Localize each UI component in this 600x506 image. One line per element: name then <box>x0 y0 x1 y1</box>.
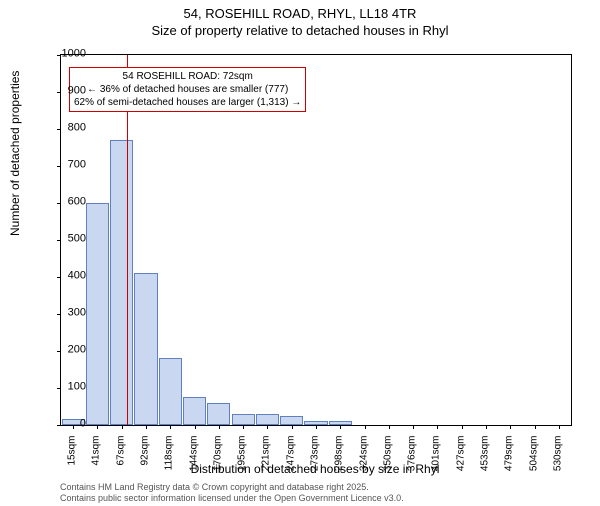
x-tick-mark <box>292 425 293 429</box>
x-tick-mark <box>535 425 536 429</box>
x-tick-label: 118sqm <box>164 436 175 476</box>
annotation-line: ← 36% of detached houses are smaller (77… <box>74 83 301 96</box>
x-tick-label: 144sqm <box>188 436 199 476</box>
x-tick-label: 41sqm <box>91 436 102 476</box>
x-tick-mark <box>510 425 511 429</box>
x-tick-mark <box>170 425 171 429</box>
histogram-bar <box>280 416 303 425</box>
x-tick-mark <box>219 425 220 429</box>
y-tick-label: 800 <box>46 123 86 134</box>
histogram-bar <box>110 140 133 425</box>
x-tick-mark <box>97 425 98 429</box>
y-tick-label: 600 <box>46 197 86 208</box>
y-axis-label: Number of detached properties <box>8 71 22 236</box>
x-tick-label: 298sqm <box>334 436 345 476</box>
chart-plot-area: 54 ROSEHILL ROAD: 72sqm← 36% of detached… <box>60 54 572 426</box>
annotation-line: 62% of semi-detached houses are larger (… <box>74 96 301 109</box>
y-tick-label: 100 <box>46 382 86 393</box>
histogram-bar <box>134 273 157 425</box>
x-tick-label: 221sqm <box>261 436 272 476</box>
footer-line-1: Contains HM Land Registry data © Crown c… <box>60 482 404 493</box>
histogram-bar <box>207 403 230 425</box>
chart-subtitle: Size of property relative to detached ho… <box>0 23 600 38</box>
x-tick-mark <box>462 425 463 429</box>
y-tick-label: 700 <box>46 160 86 171</box>
x-tick-label: 92sqm <box>140 436 151 476</box>
x-tick-mark <box>243 425 244 429</box>
histogram-bar <box>159 358 182 425</box>
x-tick-label: 67sqm <box>115 436 126 476</box>
footer-attribution: Contains HM Land Registry data © Crown c… <box>60 482 404 504</box>
x-tick-mark <box>195 425 196 429</box>
x-tick-mark <box>437 425 438 429</box>
x-tick-mark <box>486 425 487 429</box>
x-tick-label: 504sqm <box>528 436 539 476</box>
y-tick-label: 900 <box>46 86 86 97</box>
x-tick-label: 376sqm <box>407 436 418 476</box>
x-tick-mark <box>316 425 317 429</box>
x-tick-label: 401sqm <box>431 436 442 476</box>
chart-title: 54, ROSEHILL ROAD, RHYL, LL18 4TR <box>0 6 600 21</box>
x-tick-mark <box>267 425 268 429</box>
footer-line-2: Contains public sector information licen… <box>60 493 404 504</box>
histogram-bar <box>256 414 279 425</box>
y-tick-label: 300 <box>46 308 86 319</box>
x-tick-label: 247sqm <box>285 436 296 476</box>
histogram-bar <box>183 397 206 425</box>
y-tick-label: 200 <box>46 345 86 356</box>
y-tick-label: 0 <box>46 419 86 430</box>
x-tick-mark <box>122 425 123 429</box>
x-tick-mark <box>413 425 414 429</box>
x-tick-label: 195sqm <box>237 436 248 476</box>
x-tick-label: 427sqm <box>455 436 466 476</box>
x-tick-label: 273sqm <box>310 436 321 476</box>
x-tick-label: 15sqm <box>67 436 78 476</box>
x-tick-mark <box>340 425 341 429</box>
x-tick-mark <box>389 425 390 429</box>
x-tick-label: 324sqm <box>358 436 369 476</box>
histogram-bar <box>232 414 255 425</box>
y-tick-label: 1000 <box>46 49 86 60</box>
x-tick-label: 530sqm <box>552 436 563 476</box>
x-tick-label: 453sqm <box>480 436 491 476</box>
x-tick-mark <box>559 425 560 429</box>
y-tick-label: 400 <box>46 271 86 282</box>
histogram-bar <box>86 203 109 425</box>
x-tick-label: 170sqm <box>212 436 223 476</box>
y-tick-label: 500 <box>46 234 86 245</box>
annotation-line: 54 ROSEHILL ROAD: 72sqm <box>74 70 301 83</box>
x-tick-label: 479sqm <box>504 436 515 476</box>
x-tick-mark <box>146 425 147 429</box>
annotation-box: 54 ROSEHILL ROAD: 72sqm← 36% of detached… <box>69 67 306 112</box>
x-tick-label: 350sqm <box>382 436 393 476</box>
x-tick-mark <box>365 425 366 429</box>
